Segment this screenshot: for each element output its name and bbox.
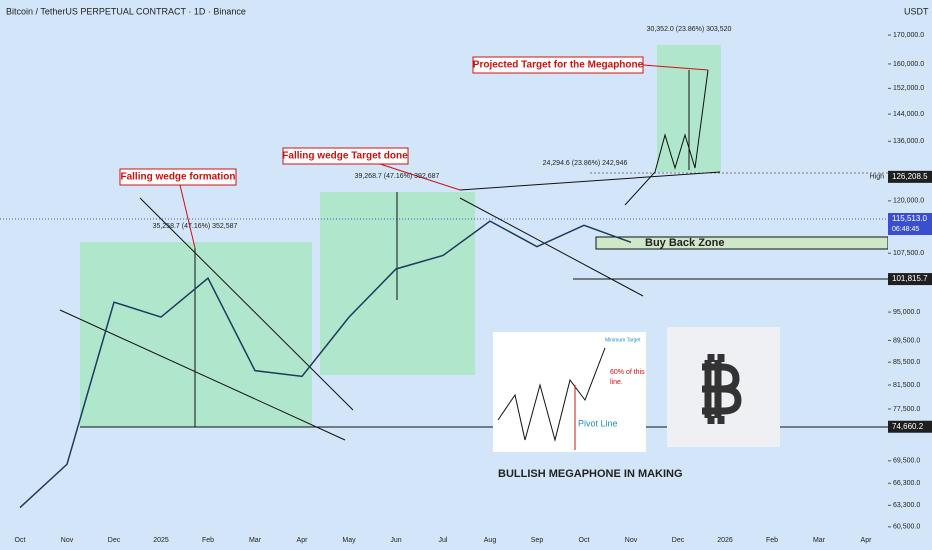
x-tick-label: Mar [813, 537, 826, 544]
x-tick-label: Jul [439, 537, 448, 544]
x-tick-label: 2025 [153, 537, 169, 544]
x-tick-label: Apr [297, 537, 309, 544]
x-tick-label: Feb [766, 537, 778, 544]
countdown: 06:48:45 [892, 226, 919, 233]
price-tag [888, 420, 932, 433]
y-tick-label: 152,000.0 [893, 85, 924, 92]
inset-label: line. [610, 379, 623, 386]
inset-image [493, 332, 646, 452]
annotation: Projected Target for the Megaphone [473, 60, 644, 71]
projection-path [624, 69, 709, 206]
price-tag-label: 74,660.2 [892, 422, 924, 431]
annotation-arrow [179, 184, 196, 249]
measure-label: 24,294.6 (23.86%) 242,946 [543, 160, 628, 167]
y-tick-label: 160,000.0 [893, 61, 924, 68]
y-tick-label: 107,500.0 [893, 250, 924, 257]
measure-box [80, 242, 312, 427]
annotation: Falling wedge formation [120, 172, 235, 183]
megaphone-line [459, 197, 644, 297]
y-tick-label: 63,300.0 [893, 502, 920, 509]
y-tick-label: 136,000.0 [893, 138, 924, 145]
x-tick-label: Feb [202, 537, 214, 544]
price-tag-label: 126,208.5 [892, 172, 928, 181]
price-tag-label: 101,815.7 [892, 274, 928, 283]
inset-label: 60% of this [610, 369, 645, 376]
x-tick-label: Nov [61, 537, 74, 544]
y-tick-label: 60,500.0 [893, 524, 920, 531]
y-tick-label: 144,000.0 [893, 111, 924, 118]
bitcoin-glyph [702, 354, 742, 424]
megaphone-line [459, 171, 721, 191]
measure-label: 39,268.7 (47.16%) 392,687 [355, 173, 440, 180]
annotation-box [282, 147, 409, 165]
measure-label: 35,258.7 (47.16%) 352,587 [153, 223, 238, 230]
y-tick-label: 170,000.0 [893, 32, 924, 39]
price-tag [888, 273, 932, 286]
y-tick-label: 69,500.0 [893, 458, 920, 465]
y-tick-label: 66,300.0 [893, 480, 920, 487]
y-tick-label: 95,000.0 [893, 309, 920, 316]
x-tick-label: Jun [390, 537, 401, 544]
x-tick-label: Mar [249, 537, 262, 544]
price-tag-label: 115,513.0 [892, 214, 928, 223]
x-tick-label: Nov [625, 537, 638, 544]
inset-caption: BULLISH MEGAPHONE IN MAKING [498, 468, 683, 480]
x-tick-label: Apr [861, 537, 873, 544]
annotation-arrow [379, 163, 461, 191]
wedge-line [139, 197, 354, 411]
x-tick-label: 2026 [717, 537, 733, 544]
buy-back-zone [595, 236, 889, 250]
measure-label: 30,352.0 (23.86%) 303,520 [647, 26, 732, 33]
price-tag-name: High [870, 174, 885, 181]
x-tick-label: Dec [108, 537, 121, 544]
y-tick-label: 77,500.0 [893, 406, 920, 413]
x-tick-label: Aug [484, 537, 497, 544]
y-tick-label: 89,500.0 [893, 337, 920, 344]
annotation: Falling wedge Target done [282, 151, 408, 162]
x-tick-label: Oct [15, 537, 26, 544]
price-tag [888, 170, 932, 183]
x-tick-label: Dec [672, 537, 685, 544]
inset-label: Minimum Target [605, 337, 641, 343]
price-tag [888, 213, 932, 236]
y-tick-label: 85,500.0 [893, 359, 920, 366]
zone-label: Buy Back Zone [645, 237, 724, 249]
symbol-title: Bitcoin / TetherUS PERPETUAL CONTRACT · … [6, 6, 246, 16]
inset-label: Pivot Line [578, 418, 618, 428]
wedge-line [59, 309, 346, 441]
x-tick-label: May [342, 537, 356, 544]
x-tick-label: Sep [531, 537, 544, 544]
price-line [19, 220, 632, 509]
y-tick-label: 81,500.0 [893, 382, 920, 389]
y-tick-label: 120,000.0 [893, 198, 924, 205]
x-tick-label: Oct [579, 537, 590, 544]
inset-path [497, 347, 606, 442]
annotation-box [119, 168, 237, 186]
annotation-arrow [642, 64, 709, 71]
currency: USDT [904, 6, 929, 16]
